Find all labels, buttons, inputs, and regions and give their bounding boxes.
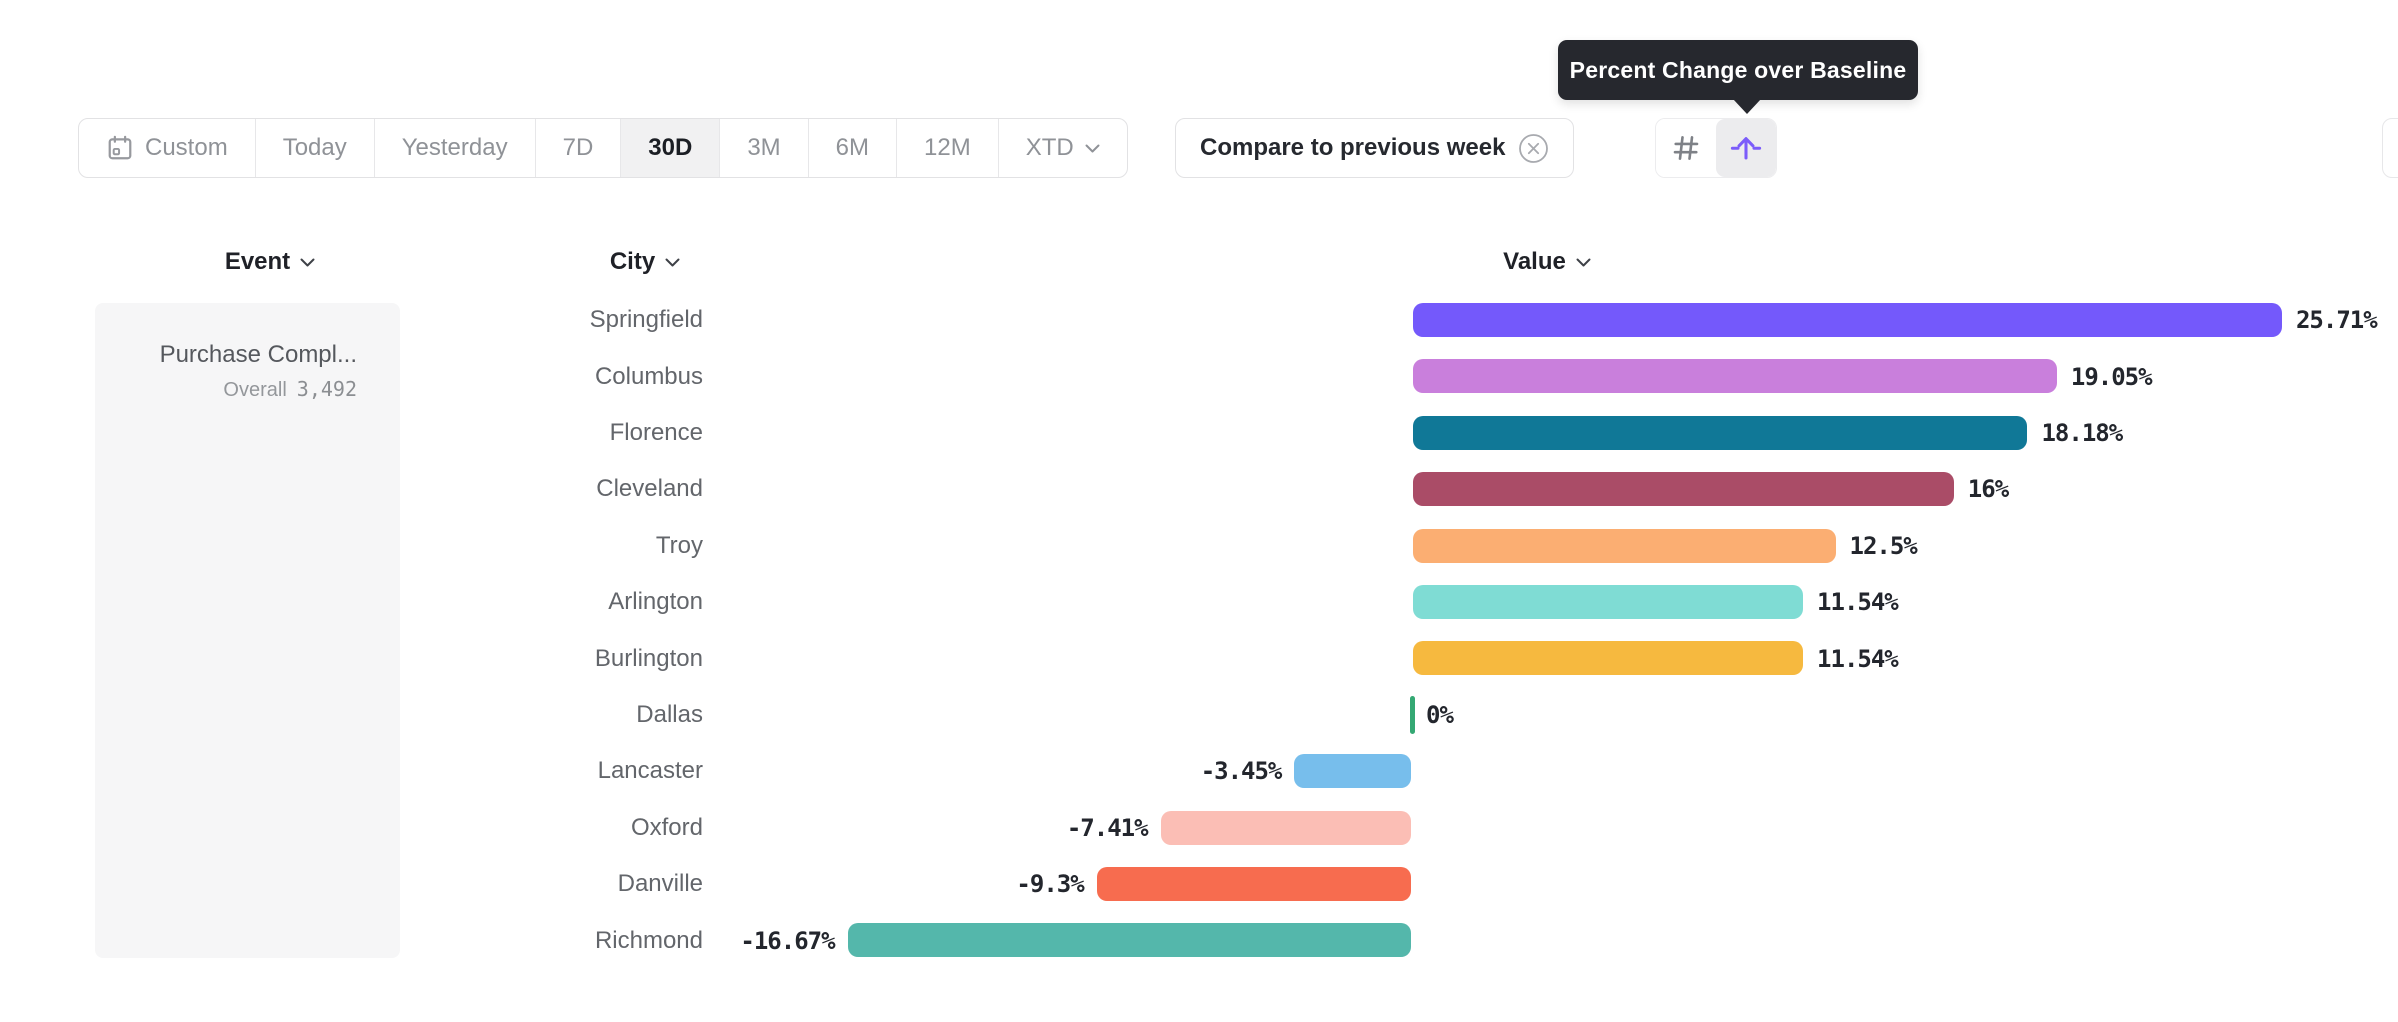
chevron-down-icon [1085, 144, 1100, 153]
chevron-down-icon [300, 258, 315, 266]
value-label: 11.54% [1817, 644, 1899, 673]
bar[interactable] [1413, 472, 1954, 507]
percent-change-arrow-icon [1730, 132, 1762, 164]
column-header-event[interactable]: Event [170, 240, 370, 284]
bar-row: Lancaster -3.45% [0, 743, 2398, 799]
bar[interactable] [1413, 528, 1836, 563]
city-label: Richmond [594, 926, 703, 954]
percent-change-button[interactable] [1716, 119, 1776, 177]
column-header-city[interactable]: City [545, 240, 745, 284]
calendar-icon [106, 134, 134, 162]
city-label: Lancaster [597, 757, 703, 785]
bar-row: Richmond -16.67% [0, 912, 2398, 968]
value-label: 18.18% [2041, 418, 2123, 447]
column-header-value[interactable]: Value [1447, 240, 1647, 284]
date-range-6m[interactable]: 6M [807, 119, 896, 177]
column-header-city-label: City [609, 248, 656, 275]
date-range-label: 3M [747, 134, 781, 161]
city-label: Cleveland [596, 475, 703, 503]
city-label: Troy [655, 531, 703, 559]
city-label: Dallas [636, 700, 703, 728]
bar[interactable] [1096, 867, 1411, 901]
column-header-value-label: Value [1503, 248, 1566, 275]
event-overall: Overall 3,492 [95, 377, 357, 402]
bar-row: Columbus 19.05% [0, 348, 2398, 404]
date-range-30d[interactable]: 30D [620, 119, 720, 177]
date-range-today[interactable]: Today [254, 119, 374, 177]
bar[interactable] [1413, 585, 1804, 619]
city-label: Springfield [589, 306, 703, 334]
tooltip-text: Percent Change over Baseline [1569, 56, 1907, 83]
bar[interactable] [1294, 754, 1411, 789]
value-label: 16% [1967, 475, 2009, 504]
city-label: Florence [609, 418, 703, 446]
value-label: -3.45% [1200, 757, 1283, 786]
bar-row: Cleveland 16% [0, 461, 2398, 517]
date-range-label: 30D [648, 134, 693, 161]
city-label: Columbus [594, 362, 703, 390]
chevron-down-icon [1576, 258, 1591, 266]
value-label: -7.41% [1066, 813, 1149, 842]
city-label: Oxford [630, 813, 703, 841]
value-label: 11.54% [1817, 588, 1899, 617]
date-range-custom[interactable]: Custom [79, 119, 255, 177]
event-card[interactable]: Purchase Compl... Overall 3,492 [95, 303, 400, 958]
bar-row: Burlington 11.54% [0, 630, 2398, 686]
tooltip-caret [1733, 99, 1761, 114]
date-range-12m[interactable]: 12M [896, 119, 998, 177]
city-label: Danville [617, 870, 703, 898]
date-range-label: Yesterday [401, 134, 508, 161]
bar-row: Troy 12.5% [0, 518, 2398, 574]
date-range-yesterday[interactable]: Yesterday [373, 119, 535, 177]
date-range-label: 12M [924, 134, 971, 161]
bar-row: Dallas 0% [0, 687, 2398, 743]
bar-row: Springfield 25.71% [0, 292, 2398, 348]
date-range-label: Today [282, 134, 347, 161]
absolute-values-button[interactable] [1656, 119, 1716, 177]
column-header-event-label: Event [224, 248, 291, 275]
bar[interactable] [1413, 359, 2057, 394]
zero-tick-bar[interactable] [1410, 695, 1415, 734]
compare-label: Compare to previous week [1200, 134, 1506, 161]
chevron-down-icon [665, 258, 680, 266]
value-label: 19.05% [2070, 362, 2153, 391]
bar[interactable] [847, 923, 1411, 958]
bar[interactable] [1413, 641, 1804, 676]
date-range-label: 7D [562, 134, 594, 161]
bar-row: Arlington 11.54% [0, 574, 2398, 630]
date-range-label: Custom [145, 134, 228, 161]
bar-row: Florence 18.18% [0, 405, 2398, 461]
date-range-3m[interactable]: 3M [719, 119, 807, 177]
bar-row: Danville -9.3% [0, 856, 2398, 912]
city-label: Arlington [608, 588, 703, 616]
value-label: -16.67% [740, 926, 835, 955]
date-range-label: XTD [1025, 134, 1074, 161]
bar[interactable] [1160, 810, 1411, 845]
date-range-xtd[interactable]: XTD [997, 119, 1127, 177]
tooltip: Percent Change over Baseline [1558, 40, 1918, 100]
value-label: -9.3% [1016, 870, 1084, 899]
bar[interactable] [1413, 415, 2028, 450]
compare-button[interactable]: Compare to previous week [1175, 118, 1575, 178]
date-range-label: 6M [835, 134, 869, 161]
value-display-toggle [1655, 118, 1777, 178]
partial-button-right-edge[interactable] [2382, 118, 2398, 178]
bar[interactable] [1413, 303, 2282, 337]
city-label: Burlington [594, 644, 703, 672]
bar-row: Oxford -7.41% [0, 800, 2398, 856]
value-label: 25.71% [2295, 306, 2378, 335]
value-label: 0% [1426, 700, 1454, 729]
hash-icon [1671, 133, 1701, 163]
event-overall-value: 3,492 [296, 377, 357, 401]
circle-x-icon[interactable] [1518, 133, 1549, 164]
date-range-control: Custom Today Yesterday 7D 30D 3M 6M 12M XTD [78, 118, 1128, 178]
event-title: Purchase Compl... [159, 341, 357, 368]
date-range-7d[interactable]: 7D [534, 119, 621, 177]
value-label: 12.5% [1849, 531, 1918, 560]
event-overall-label: Overall [223, 379, 287, 401]
